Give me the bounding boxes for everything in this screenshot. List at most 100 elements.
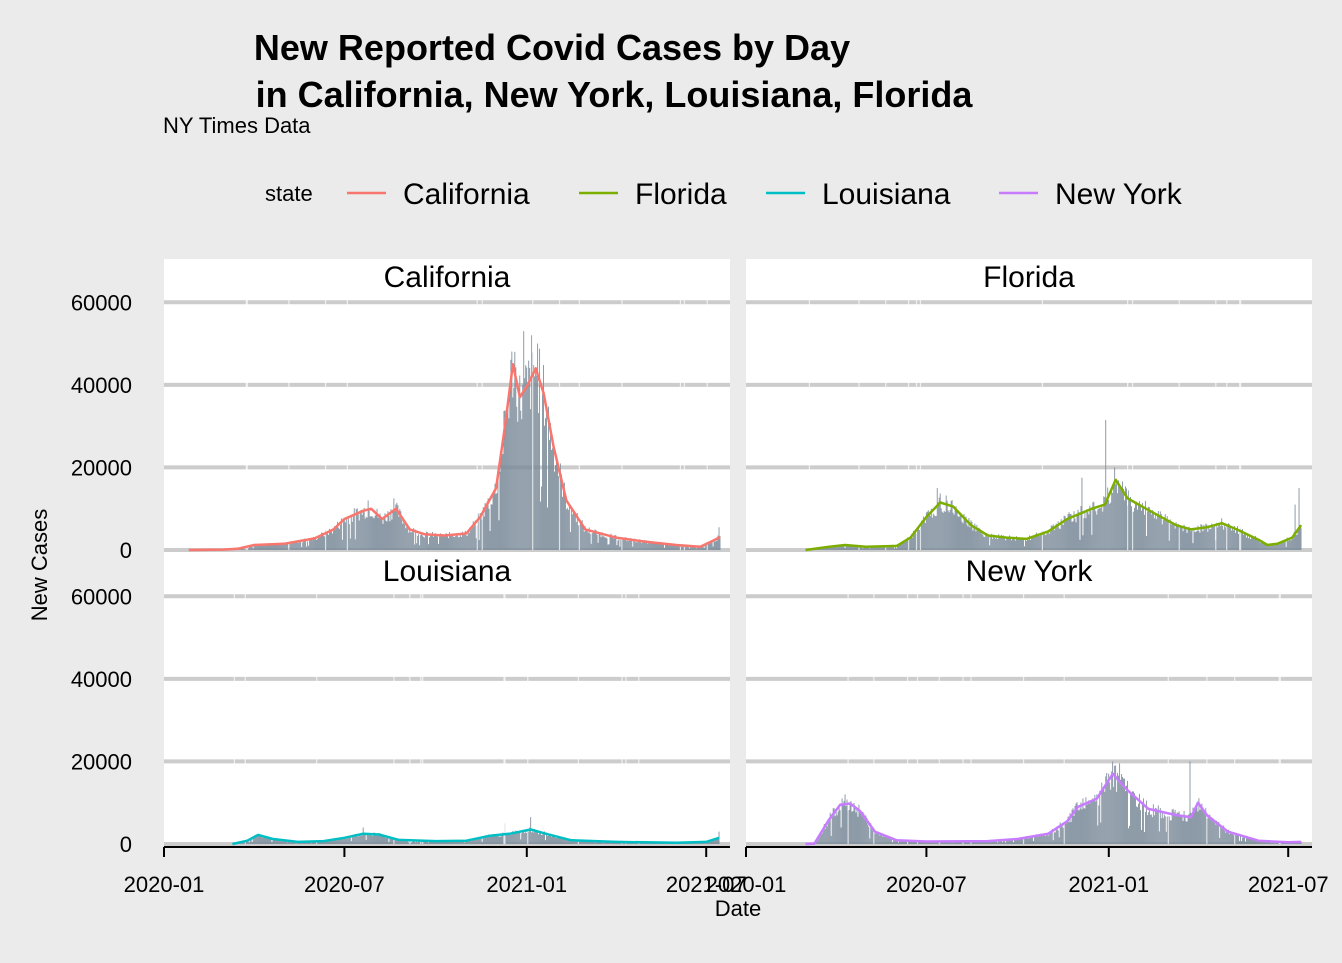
daily-bar	[1044, 835, 1045, 844]
daily-bar	[1165, 816, 1166, 844]
daily-bar	[862, 549, 863, 550]
daily-bar	[1167, 817, 1168, 844]
daily-bar	[696, 549, 697, 550]
daily-bar	[458, 537, 459, 550]
daily-bar	[1109, 782, 1110, 844]
daily-bar	[628, 541, 629, 550]
daily-bar	[354, 836, 355, 844]
daily-bar	[1136, 502, 1137, 550]
daily-bar	[1045, 836, 1046, 844]
daily-bar	[1096, 515, 1097, 550]
daily-bar	[967, 524, 968, 550]
daily-bar	[1142, 804, 1143, 844]
daily-bar	[346, 518, 347, 550]
daily-bar	[374, 518, 375, 550]
daily-bar	[447, 534, 448, 550]
daily-bar	[1203, 810, 1204, 844]
daily-bar	[1219, 838, 1220, 844]
daily-bar	[398, 517, 399, 550]
daily-bar	[471, 529, 472, 550]
daily-bar	[1076, 522, 1077, 550]
daily-bar	[296, 843, 297, 844]
daily-bar	[365, 519, 366, 550]
daily-bar	[1031, 838, 1032, 844]
daily-bar	[536, 375, 537, 550]
daily-bar	[938, 502, 939, 550]
daily-bar	[1214, 821, 1215, 844]
daily-bar	[861, 813, 862, 844]
daily-bar	[568, 510, 569, 550]
daily-bar	[1152, 817, 1153, 844]
daily-bar	[388, 511, 389, 550]
daily-bar	[499, 520, 500, 550]
daily-bar	[1190, 761, 1191, 844]
daily-bar	[1095, 801, 1096, 844]
daily-bar	[910, 539, 911, 550]
daily-bar	[1220, 827, 1221, 844]
daily-bar	[617, 545, 618, 550]
daily-bar	[1240, 836, 1241, 844]
daily-bar	[308, 546, 309, 550]
daily-bar	[265, 837, 266, 844]
daily-bar	[1166, 832, 1167, 844]
daily-bar	[272, 842, 273, 844]
daily-bar	[1187, 822, 1188, 844]
daily-bar	[1069, 822, 1070, 844]
daily-bar	[1098, 805, 1099, 844]
daily-bar	[1290, 540, 1291, 550]
daily-bar	[827, 826, 828, 844]
daily-bar	[542, 394, 543, 550]
daily-bar	[456, 536, 457, 550]
daily-bar	[1112, 493, 1113, 550]
daily-bar	[500, 472, 501, 550]
daily-bar	[1271, 843, 1272, 844]
daily-bar	[918, 527, 919, 550]
daily-bar	[1149, 507, 1150, 550]
daily-bar	[1039, 836, 1040, 844]
daily-bar	[1155, 808, 1156, 844]
daily-bar	[1296, 535, 1297, 550]
daily-bar	[451, 536, 452, 550]
daily-bar	[1066, 521, 1067, 550]
daily-bar	[1055, 526, 1056, 550]
daily-bar	[1047, 531, 1048, 550]
daily-bar	[992, 539, 993, 550]
daily-bar	[955, 510, 956, 550]
daily-bar	[1025, 540, 1026, 550]
daily-bar	[1006, 537, 1007, 550]
daily-bar	[1073, 521, 1074, 550]
daily-bar	[1153, 511, 1154, 550]
daily-bar	[387, 837, 388, 844]
daily-bar	[988, 536, 989, 550]
daily-bar	[507, 835, 508, 844]
daily-bar	[841, 828, 842, 844]
daily-bar	[497, 493, 498, 550]
chart-title-line-2: in California, New York, Louisiana, Flor…	[256, 74, 974, 115]
daily-bar	[384, 519, 385, 550]
daily-bar	[310, 540, 311, 550]
daily-bar	[831, 836, 832, 844]
daily-bar	[1217, 527, 1218, 550]
daily-bar	[1212, 818, 1213, 844]
daily-bar	[982, 535, 983, 550]
daily-bar	[1151, 815, 1152, 844]
daily-bar	[406, 526, 407, 550]
daily-bar	[1024, 839, 1025, 844]
bar-gap	[638, 588, 639, 844]
bar-gap	[920, 294, 921, 550]
daily-bar	[379, 836, 380, 844]
daily-bar	[261, 545, 262, 550]
daily-bar	[1155, 513, 1156, 550]
daily-bar	[1122, 777, 1123, 844]
daily-bar	[538, 834, 539, 844]
daily-bar	[1223, 530, 1224, 550]
daily-bar	[1082, 809, 1083, 844]
daily-bar	[364, 833, 365, 844]
daily-bar	[1066, 824, 1067, 844]
daily-bar	[535, 371, 536, 550]
daily-bar	[423, 537, 424, 550]
daily-bar	[500, 837, 501, 844]
daily-bar	[291, 544, 292, 550]
daily-bar	[1210, 817, 1211, 844]
daily-bar	[296, 542, 297, 550]
